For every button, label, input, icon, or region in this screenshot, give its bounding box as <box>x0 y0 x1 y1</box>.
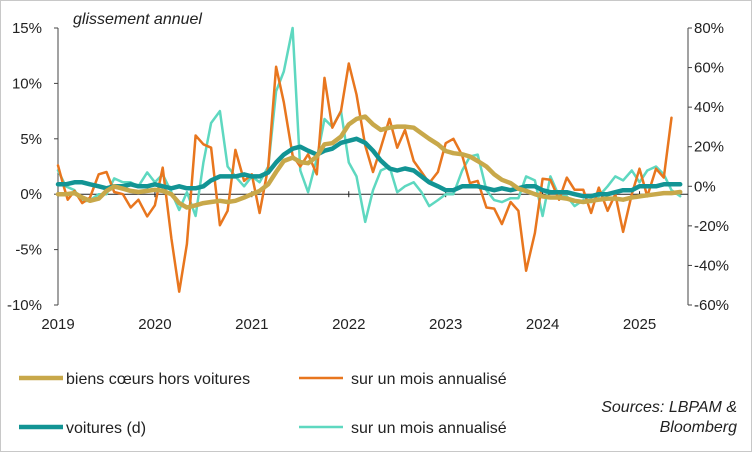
x-tick-label: 2023 <box>429 316 462 333</box>
x-tick-label: 2021 <box>235 316 268 333</box>
legend-label-voitures: voitures (d) <box>66 420 146 437</box>
x-tick-label: 2020 <box>138 316 171 333</box>
x-tick-label: 2022 <box>332 316 365 333</box>
left-tick-label: 15% <box>12 20 42 37</box>
right-tick-label: 0% <box>694 178 716 195</box>
series-line-voitures-mensuel <box>56 26 682 224</box>
x-tick-label: 2019 <box>41 316 74 333</box>
x-tick-label: 2024 <box>526 316 559 333</box>
chart-title: glissement annuel <box>73 11 202 28</box>
source-line-2: Bloomberg <box>660 419 737 436</box>
left-tick-label: -5% <box>15 242 42 259</box>
series-line-voitures <box>55 136 683 199</box>
left-tick-label: 0% <box>20 186 42 203</box>
right-tick-label: 20% <box>694 139 724 156</box>
series-line-biens-coeurs <box>55 114 683 210</box>
source-line-1: Sources: LBPAM & <box>601 399 737 416</box>
right-tick-label: 80% <box>694 20 724 37</box>
left-tick-label: 5% <box>20 131 42 148</box>
left-tick-label: 10% <box>12 75 42 92</box>
axes-group: 15% 10% 5% 0% -5% -10% 80% 60% 40% 20% 0% -20% -40% -… <box>7 20 729 333</box>
right-tick-label: 60% <box>694 60 724 77</box>
right-tick-label: -60% <box>694 297 729 314</box>
left-tick-label: -10% <box>7 297 42 314</box>
x-tick-label: 2025 <box>623 316 656 333</box>
right-tick-label: -20% <box>694 218 729 235</box>
legend-label-voitures-mensuel: sur un mois annualisé <box>351 420 507 437</box>
right-tick-label: 40% <box>694 99 724 116</box>
legend-label-biens-coeurs: biens cœurs hors voitures <box>66 371 250 388</box>
legend: biens cœurs hors voitures sur un mois an… <box>19 371 507 437</box>
legend-label-biens-mensuel: sur un mois annualisé <box>351 371 507 388</box>
series-group <box>55 26 683 293</box>
right-tick-label: -40% <box>694 257 729 274</box>
